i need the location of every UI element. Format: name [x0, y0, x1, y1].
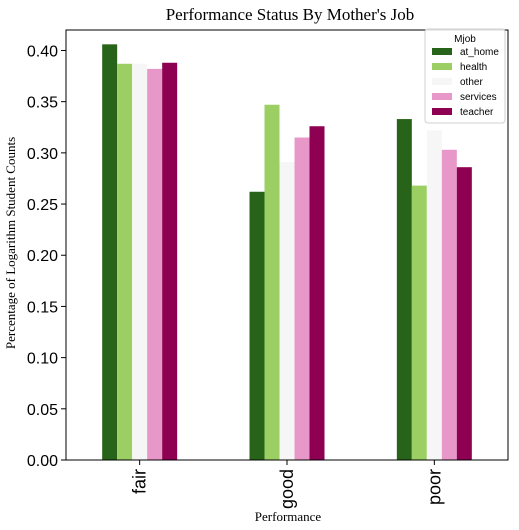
bar-at_home-poor — [396, 119, 412, 460]
x-tick-label-good: good — [277, 469, 297, 509]
y-tick-label: 0.25 — [27, 197, 58, 214]
legend-swatch-at_home — [432, 48, 452, 55]
legend-swatch-services — [432, 93, 452, 100]
y-tick-label: 0.30 — [27, 146, 58, 163]
y-tick-label: 0.05 — [27, 402, 58, 419]
legend-label-teacher: teacher — [460, 107, 494, 118]
chart-title: Performance Status By Mother's Job — [166, 5, 415, 24]
bar-other-good — [279, 162, 295, 460]
bar-health-fair — [117, 63, 133, 460]
bar-teacher-poor — [456, 167, 472, 460]
bar-at_home-good — [249, 191, 265, 460]
bar-other-fair — [132, 63, 148, 460]
x-tick-label-fair: fair — [130, 469, 150, 494]
legend-swatch-other — [432, 78, 452, 85]
bar-services-fair — [147, 68, 163, 461]
axes-layer: 0.00 0.05 0.10 0.15 0.20 0.25 0.30 0.35 0.40 fair… — [27, 29, 509, 509]
legend-label-health: health — [460, 62, 487, 73]
bar-health-poor — [411, 185, 427, 460]
legend-label-other: other — [460, 77, 483, 88]
y-axis-label: Percentage of Logarithm Student Counts — [3, 137, 18, 349]
x-tick-label-poor: poor — [424, 469, 444, 505]
y-tick-label: 0.20 — [27, 248, 58, 265]
y-tick-label: 0.10 — [27, 351, 58, 368]
y-tick-label: 0.00 — [27, 453, 58, 470]
legend-title: Mjob — [454, 34, 476, 45]
bar-other-poor — [426, 130, 442, 460]
bar-health-good — [264, 104, 280, 461]
bar-teacher-fair — [162, 62, 178, 460]
legend-swatch-health — [432, 63, 452, 70]
bar-at_home-fair — [102, 44, 118, 460]
legend-label-at_home: at_home — [460, 47, 499, 58]
y-tick-label: 0.40 — [27, 43, 58, 60]
y-tick-label: 0.15 — [27, 299, 58, 316]
bar-services-poor — [441, 149, 457, 461]
legend-label-services: services — [460, 92, 497, 103]
legend-swatch-teacher — [432, 108, 452, 115]
x-axis-label: Performance — [255, 509, 322, 524]
bars-layer — [102, 44, 472, 461]
bar-services-good — [294, 137, 310, 460]
y-tick-label: 0.35 — [27, 95, 58, 112]
bar-teacher-good — [309, 126, 325, 461]
